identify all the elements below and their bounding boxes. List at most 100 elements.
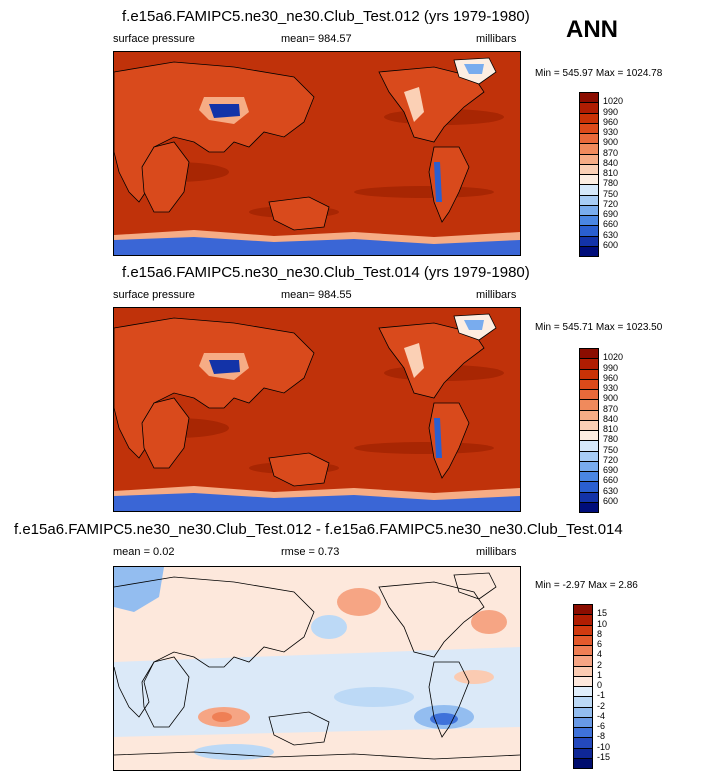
colorbar-tick-label: 990 xyxy=(603,362,619,373)
australia-land xyxy=(268,196,330,231)
colorbar-tick-label: 690 xyxy=(603,209,619,219)
panel-3-title: f.e15a6.FAMIPC5.ne30_ne30.Club_Test.012 … xyxy=(14,521,623,538)
colorbar-tick-label: 600 xyxy=(603,239,619,250)
colorbar-tick-label: 930 xyxy=(603,383,619,393)
panel-2-map xyxy=(113,307,521,512)
colorbar-tick-label: 660 xyxy=(603,475,619,486)
panel-3-map xyxy=(113,566,521,771)
panel-1-colorbar: 1020 990 960 930 900 870 840 810 780 750 720 690 660… xyxy=(579,92,623,257)
panel-1-map xyxy=(113,51,521,256)
diff-positive-patch xyxy=(471,610,507,634)
colorbar-tick-label: 15 xyxy=(597,608,608,619)
colorbar-tick-label: 750 xyxy=(603,444,619,455)
colorbar-tick-label: 750 xyxy=(603,188,619,199)
panel-2-map-svg xyxy=(114,308,520,511)
eurasia-africa-land xyxy=(114,61,315,203)
panel-1-title: f.e15a6.FAMIPC5.ne30_ne30.Club_Test.012 … xyxy=(122,8,530,25)
colorbar-tick-label: 810 xyxy=(603,168,619,178)
panel-1-units-label: millibars xyxy=(476,33,517,45)
colorbar-tick-label: 840 xyxy=(603,157,619,168)
diff-negative-patch xyxy=(334,687,414,707)
colorbar-tick-label: 870 xyxy=(603,403,619,414)
panel-1-mean-label: mean= 984.57 xyxy=(281,33,352,45)
africa-south xyxy=(141,141,190,213)
coastlines xyxy=(114,572,520,760)
colorbar-tick-label: 10 xyxy=(597,618,608,629)
colorbar-tick-label: 900 xyxy=(603,393,619,404)
colorbar-tick-label: 1020 xyxy=(603,352,624,363)
colorbar-tick-label: -1 xyxy=(597,690,606,701)
colorbar-swatch xyxy=(573,757,593,769)
colorbar-tick-label: 810 xyxy=(603,424,619,434)
colorbar-tick-label: 600 xyxy=(603,495,619,506)
panel-3-colorbar: 15 10 8 6 4 2 1 0 -1 -2 -4 -6 -8 -10 -15 xyxy=(573,604,610,769)
colorbar-swatch xyxy=(579,501,599,513)
ocean-low-band xyxy=(354,442,494,454)
tibet-plateau-low xyxy=(209,360,240,374)
colorbar-tick-label: 960 xyxy=(603,116,619,127)
africa-south xyxy=(141,397,190,469)
diff-negative-core xyxy=(430,713,458,725)
panel-2-mean-label: mean= 984.55 xyxy=(281,289,352,301)
antarctica-land xyxy=(114,493,520,511)
tibet-plateau-low xyxy=(209,104,240,118)
rockies-high-terrain xyxy=(404,343,424,378)
panel-3-rmse-label: rmse = 0.73 xyxy=(281,546,340,558)
colorbar-tick-label: 720 xyxy=(603,198,619,209)
colorbar-tick-label: -8 xyxy=(597,731,606,742)
colorbar-tick-label: 2 xyxy=(597,659,603,670)
greenland-ice-low xyxy=(464,320,484,330)
colorbar-tick-label: -6 xyxy=(597,721,606,731)
colorbar-tick-label: 690 xyxy=(603,465,619,475)
season-label: ANN xyxy=(566,16,618,43)
colorbar-tick-label: 0 xyxy=(597,680,603,690)
andes-low xyxy=(434,418,442,458)
diff-negative-patch xyxy=(114,567,164,612)
eurasia-africa-land xyxy=(114,317,315,459)
panel-1-variable-label: surface pressure xyxy=(113,33,195,45)
panel-2-minmax-label: Min = 545.71 Max = 1023.50 xyxy=(535,322,663,333)
diff-positive-patch xyxy=(454,670,494,684)
colorbar-tick-label: 930 xyxy=(603,127,619,137)
colorbar-tick-label: -10 xyxy=(597,741,611,752)
panel-1-minmax-label: Min = 545.97 Max = 1024.78 xyxy=(535,68,663,79)
rockies-high-terrain xyxy=(404,87,424,122)
diff-positive-patch xyxy=(337,588,381,616)
panel-3-minmax-label: Min = -2.97 Max = 2.86 xyxy=(535,580,638,591)
greenland-ice-low xyxy=(464,64,484,74)
colorbar-tick-label: 4 xyxy=(597,649,603,660)
colorbar-tick-label: 900 xyxy=(603,137,619,148)
colorbar-tick-label: 780 xyxy=(603,434,619,445)
colorbar-tick-label: 8 xyxy=(597,628,603,639)
diff-negative-patch xyxy=(311,615,347,639)
panel-3-map-svg xyxy=(114,567,520,770)
colorbar-tick-label: 1 xyxy=(597,669,603,680)
colorbar-tick-label: 870 xyxy=(603,147,619,158)
panel-2-colorbar: 1020 990 960 930 900 870 840 810 780 750 720 690 660… xyxy=(579,348,623,513)
colorbar-tick-label: -15 xyxy=(597,751,611,762)
andes-low xyxy=(434,162,442,202)
colorbar-tick-label: -2 xyxy=(597,700,606,711)
panel-3-units-label: millibars xyxy=(476,546,517,558)
diff-negative-patch xyxy=(194,744,274,760)
ocean-low-band xyxy=(354,186,494,198)
diff-positive-core xyxy=(212,712,232,722)
panel-1-map-svg xyxy=(114,52,520,255)
australia-land xyxy=(268,452,330,487)
colorbar-tick-label: 660 xyxy=(603,219,619,230)
panel-3-mean-label: mean = 0.02 xyxy=(113,546,175,558)
colorbar-swatch xyxy=(579,245,599,257)
colorbar-tick-label: 840 xyxy=(603,413,619,424)
antarctica-land xyxy=(114,237,520,255)
colorbar-tick-label: 960 xyxy=(603,372,619,383)
panel-2-units-label: millibars xyxy=(476,289,517,301)
panel-2-variable-label: surface pressure xyxy=(113,289,195,301)
colorbar-tick-label: 630 xyxy=(603,485,619,496)
colorbar-tick-label: 990 xyxy=(603,106,619,117)
colorbar-tick-label: 6 xyxy=(597,639,603,649)
colorbar-tick-label: 1020 xyxy=(603,96,624,107)
colorbar-tick-label: 780 xyxy=(603,178,619,189)
panel-2-title: f.e15a6.FAMIPC5.ne30_ne30.Club_Test.014 … xyxy=(122,264,530,281)
colorbar-tick-label: 720 xyxy=(603,454,619,465)
colorbar-tick-label: -4 xyxy=(597,710,606,721)
